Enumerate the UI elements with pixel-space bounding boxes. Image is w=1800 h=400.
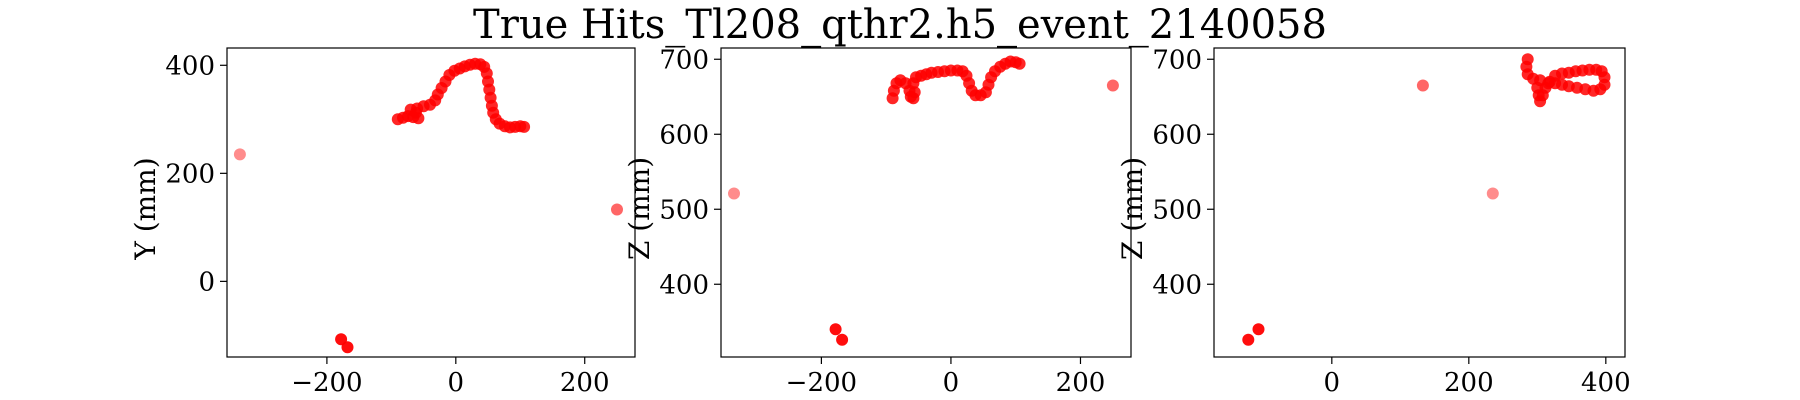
x-tick-label: 0 [943, 368, 960, 398]
hit-point [233, 148, 246, 161]
hit-point [1242, 333, 1255, 346]
y-axis-label: Y (mm) [129, 157, 162, 260]
y-tick-label: 700 [1152, 45, 1202, 75]
x-tick-label: −200 [291, 368, 362, 398]
y-tick-label: 200 [165, 159, 215, 189]
hit-point [1416, 79, 1429, 92]
y-tick-label: 600 [659, 120, 709, 150]
panel-xy: −200 0 200 0 200 400 Y (mm) [129, 47, 636, 398]
hit-point [1106, 79, 1119, 92]
plot-frame [226, 47, 636, 358]
y-tick-label: 400 [1152, 270, 1202, 300]
hit-point [341, 341, 354, 354]
hit-point [1013, 57, 1026, 70]
hit-point [611, 203, 623, 216]
x-tick-label: −200 [786, 368, 857, 398]
x-tick-label: 200 [1056, 368, 1106, 398]
x-tick-label: 0 [1324, 368, 1341, 398]
chart-title: True Hits_Tl208_qthr2.h5_event_2140058 [473, 2, 1327, 48]
y-tick-label: 500 [659, 195, 709, 225]
hit-point [1486, 187, 1499, 200]
x-tick-label: 0 [448, 368, 465, 398]
y-axis-label: Z (mm) [1116, 157, 1149, 260]
plot-frame [720, 47, 1132, 358]
hit-point [829, 323, 842, 336]
hit-point [1252, 323, 1265, 336]
hit-point [335, 333, 348, 346]
y-tick-label: 400 [659, 270, 709, 300]
y-tick-label: 500 [1152, 195, 1202, 225]
y-tick-label: 0 [198, 267, 215, 297]
y-tick-label: 400 [165, 51, 215, 81]
y-tick-label: 600 [1152, 120, 1202, 150]
hit-point [908, 86, 921, 99]
x-tick-label: 400 [1581, 368, 1631, 398]
hit-point [518, 120, 531, 133]
panel-yz: 0 200 400 400 500 600 700 Z (mm) [1116, 45, 1631, 398]
hit-point [1542, 77, 1555, 90]
x-tick-label: 200 [1444, 368, 1494, 398]
hit-point [728, 187, 740, 200]
y-axis-label: Z (mm) [623, 157, 656, 260]
x-tick-label: 200 [560, 368, 610, 398]
hit-point [836, 333, 849, 346]
panel-xz: −200 0 200 400 500 600 700 Z (mm) [623, 45, 1132, 398]
y-tick-label: 700 [659, 45, 709, 75]
plot-frame [1213, 47, 1626, 358]
